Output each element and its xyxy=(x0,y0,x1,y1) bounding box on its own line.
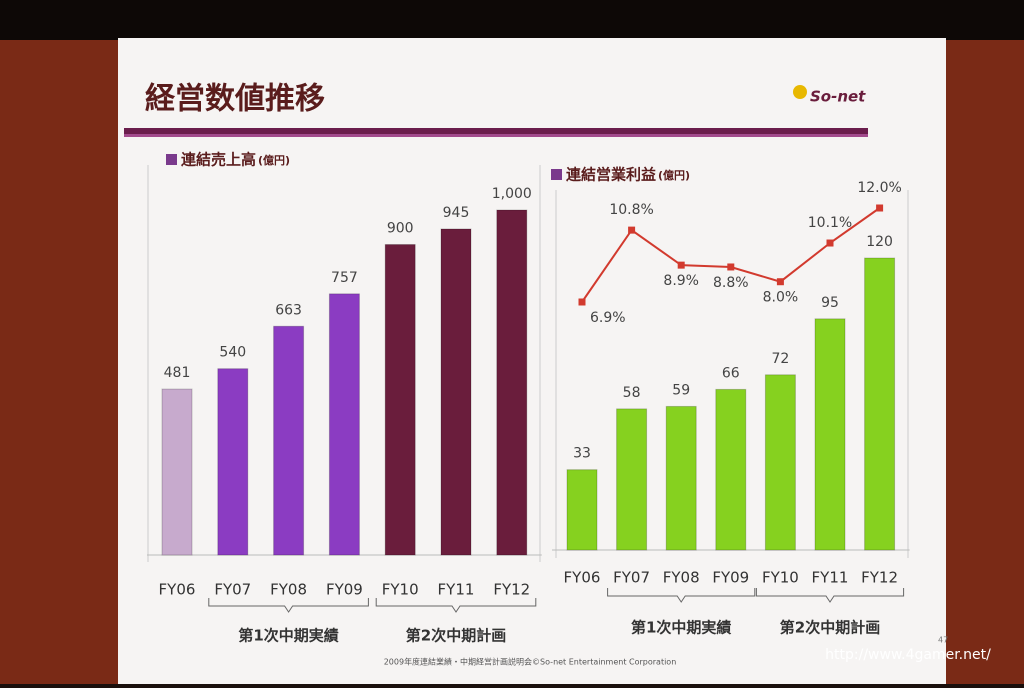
line-marker xyxy=(876,204,884,212)
bar xyxy=(864,257,896,551)
chart-title: 連結売上高 xyxy=(181,151,256,169)
value-label: 540 xyxy=(219,345,246,361)
bar xyxy=(384,244,416,556)
legend-swatch xyxy=(166,154,177,165)
group-bracket xyxy=(375,598,537,613)
x-tick-label: FY07 xyxy=(214,581,251,599)
x-tick-label: FY08 xyxy=(270,581,307,599)
slide xyxy=(118,38,946,684)
line-marker xyxy=(826,239,834,247)
x-tick-label: FY08 xyxy=(663,569,700,587)
x-tick-label: FY12 xyxy=(493,581,530,599)
unit-label: (億円) xyxy=(258,153,290,167)
bar xyxy=(616,408,648,551)
value-label: 481 xyxy=(164,365,191,381)
value-label: 12.0% xyxy=(857,180,901,196)
bar xyxy=(566,469,598,551)
value-label: 10.8% xyxy=(609,202,653,218)
slide-title: 経営数値推移 xyxy=(145,82,325,117)
logo-icon xyxy=(793,85,807,99)
title-rule xyxy=(124,128,868,134)
value-label: 59 xyxy=(672,382,690,398)
logo: So-net xyxy=(810,88,866,106)
bar xyxy=(161,388,193,556)
group-label: 第2次中期計画 xyxy=(406,627,506,645)
line-marker xyxy=(776,278,784,286)
bar xyxy=(715,388,747,551)
page-number: 47 xyxy=(938,636,948,645)
bar xyxy=(273,325,305,556)
value-label: 945 xyxy=(443,205,470,221)
unit-label: (億円) xyxy=(658,168,690,182)
value-label: 10.1% xyxy=(808,215,852,231)
line-marker xyxy=(727,263,735,271)
value-label: 120 xyxy=(866,234,893,250)
value-label: 8.0% xyxy=(763,290,799,306)
value-label: 72 xyxy=(771,351,789,367)
line-marker xyxy=(578,298,586,306)
group-label: 第1次中期実績 xyxy=(631,619,731,637)
x-tick-label: FY09 xyxy=(712,569,749,587)
value-label: 757 xyxy=(331,270,358,286)
bar xyxy=(328,293,360,556)
value-label: 58 xyxy=(623,385,641,401)
value-label: 1,000 xyxy=(492,186,532,202)
group-label: 第1次中期実績 xyxy=(238,627,338,645)
group-bracket xyxy=(208,598,369,613)
title-rule-light xyxy=(124,134,868,137)
value-label: 95 xyxy=(821,295,839,311)
x-tick-label: FY10 xyxy=(382,581,419,599)
x-tick-label: FY10 xyxy=(762,569,799,587)
x-tick-label: FY11 xyxy=(438,581,475,599)
legend-swatch xyxy=(551,169,562,180)
bar xyxy=(440,228,472,556)
bar xyxy=(496,209,528,556)
x-tick-label: FY06 xyxy=(159,581,196,599)
value-label: 663 xyxy=(275,302,302,318)
bar xyxy=(665,405,697,551)
group-bracket xyxy=(607,588,756,603)
value-label: 8.8% xyxy=(713,275,749,291)
ceiling xyxy=(0,0,1024,40)
x-tick-label: FY12 xyxy=(861,569,898,587)
x-tick-label: FY11 xyxy=(812,569,849,587)
x-tick-label: FY07 xyxy=(613,569,650,587)
value-label: 33 xyxy=(573,446,591,462)
chart-title: 連結営業利益 xyxy=(566,166,656,184)
value-label: 900 xyxy=(387,221,414,237)
watermark: http://www.4gamer.net/ xyxy=(825,647,991,663)
group-label: 第2次中期計画 xyxy=(780,619,880,637)
bar xyxy=(217,368,249,556)
footer: 2009年度連結業績・中期経営計画説明会©So-net Entertainmen… xyxy=(384,657,677,667)
bar xyxy=(764,374,796,551)
bar xyxy=(814,318,846,551)
group-bracket xyxy=(755,588,905,603)
x-tick-label: FY06 xyxy=(564,569,601,587)
x-tick-label: FY09 xyxy=(326,581,363,599)
value-label: 8.9% xyxy=(663,273,699,289)
value-label: 66 xyxy=(722,365,740,381)
value-label: 6.9% xyxy=(590,310,626,326)
line-marker xyxy=(628,226,636,234)
line-marker xyxy=(677,261,685,269)
